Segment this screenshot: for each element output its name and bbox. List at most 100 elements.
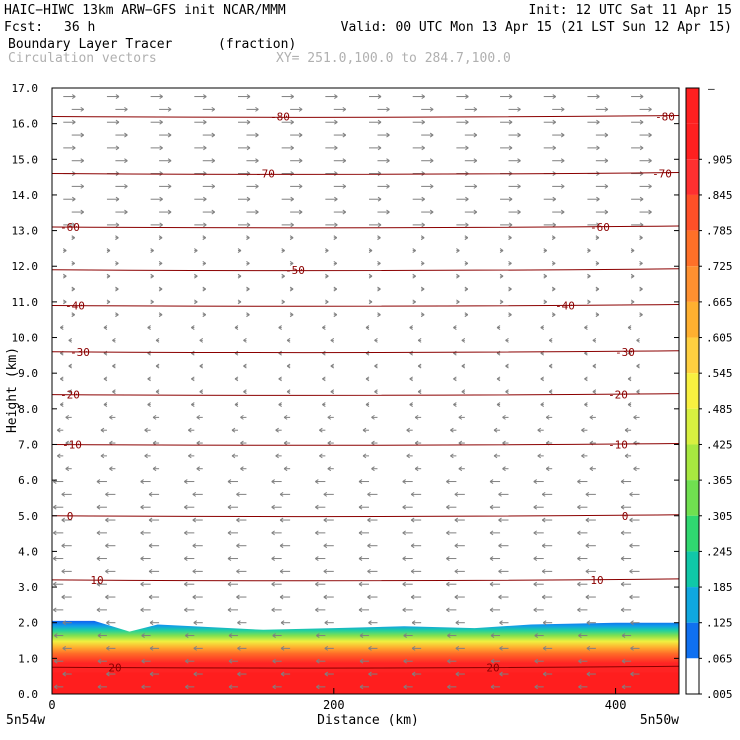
vector-head (246, 94, 251, 99)
vector-head (403, 633, 407, 638)
y-tick-label: 11.0 (12, 296, 39, 309)
x-axis-label: Distance (km) (317, 713, 419, 728)
colorbar-swatch (686, 88, 699, 124)
vector-head (493, 453, 498, 459)
vector-head (592, 337, 597, 343)
vector-head (548, 389, 553, 395)
colorbar-top-label: – (708, 82, 715, 95)
contour-label: 0 (622, 510, 629, 523)
vector-head (552, 196, 557, 202)
vector-head (236, 594, 240, 600)
vector-head (454, 594, 459, 600)
vector-head (412, 299, 416, 305)
vector-head (498, 594, 502, 600)
x-tick-label: 0 (48, 698, 55, 712)
vector-head (185, 633, 189, 638)
vector-head (630, 248, 635, 253)
contour-label: 10 (90, 574, 103, 587)
vector-head (577, 530, 581, 536)
vector-head (192, 543, 197, 549)
vector-head (327, 440, 332, 446)
vector-head (377, 286, 381, 292)
vector-head (62, 620, 67, 626)
vector-head (560, 209, 565, 215)
vector-head (585, 491, 590, 497)
vector-head (124, 183, 128, 189)
vector-head (450, 427, 454, 433)
contour-label: 0 (67, 510, 74, 523)
vector-head (271, 530, 275, 536)
vector-head (271, 581, 275, 587)
vector-head (323, 491, 328, 497)
vector-head (324, 620, 329, 626)
vector-head (325, 273, 329, 279)
vector-head (596, 94, 600, 99)
vector-head (490, 684, 495, 690)
vector-head (103, 402, 108, 407)
vector-head (534, 684, 539, 690)
vector-head (533, 581, 538, 587)
vector-head (465, 94, 469, 99)
vector-head (533, 479, 538, 484)
vector-head (59, 376, 64, 382)
vector-head (421, 145, 425, 151)
vector-head (410, 491, 415, 497)
vector-head (454, 568, 459, 574)
vector-head (124, 106, 128, 112)
vector-head (68, 389, 73, 395)
vector-head (255, 106, 259, 112)
vector-head (275, 427, 279, 433)
vector-head (342, 132, 347, 138)
vector-head (106, 645, 110, 651)
vector-head (465, 196, 469, 202)
vector-head (115, 119, 120, 125)
vector-head (289, 260, 294, 266)
vector-head (184, 479, 188, 484)
vector-head (454, 517, 459, 523)
vector-head (358, 581, 363, 587)
vector-head (150, 248, 154, 253)
vector-head (278, 325, 282, 330)
vector-head (53, 684, 58, 690)
vector-head (159, 196, 163, 202)
vector-head (278, 376, 282, 382)
y-tick-label: 4.0 (18, 545, 38, 558)
vector-head (362, 453, 367, 459)
vector-head (420, 235, 425, 241)
vector-head (560, 158, 565, 164)
vector-head (639, 235, 643, 241)
vector-head (498, 568, 502, 574)
vector-head (255, 209, 259, 215)
vector-head (61, 517, 66, 523)
vector-head (648, 132, 652, 138)
vector-head (202, 312, 207, 318)
vector-head (71, 222, 76, 228)
vector-head (124, 209, 128, 215)
vector-head (191, 376, 195, 382)
vector-head (473, 183, 478, 189)
header-fcst-value: 36 h (64, 20, 95, 35)
colorbar-swatch (686, 408, 699, 445)
vector-head (52, 504, 57, 510)
vector-head (56, 453, 61, 459)
contour-label: 10 (590, 574, 603, 587)
vector-head (585, 594, 590, 600)
vector-head (59, 325, 64, 330)
vector-head (342, 183, 347, 189)
vector-head (621, 684, 626, 690)
vector-head (167, 132, 172, 138)
vector-head (473, 158, 478, 164)
vector-head (417, 389, 422, 395)
colorbar-label: .785 (706, 225, 733, 238)
temperature-contours: -80 -80 -70 -70 -60 -60 -50 -40 -40 -30 -30 -20 -20 -… (51, 111, 680, 674)
vector-head (148, 543, 153, 549)
vector-head (508, 222, 513, 228)
vector-head (402, 556, 406, 561)
vector-head (278, 402, 282, 407)
vector-head (112, 337, 116, 343)
vector-head (420, 286, 425, 292)
vector-head (639, 119, 644, 125)
vector-head (639, 145, 644, 151)
vector-head (316, 658, 320, 664)
vector-head (152, 466, 157, 472)
